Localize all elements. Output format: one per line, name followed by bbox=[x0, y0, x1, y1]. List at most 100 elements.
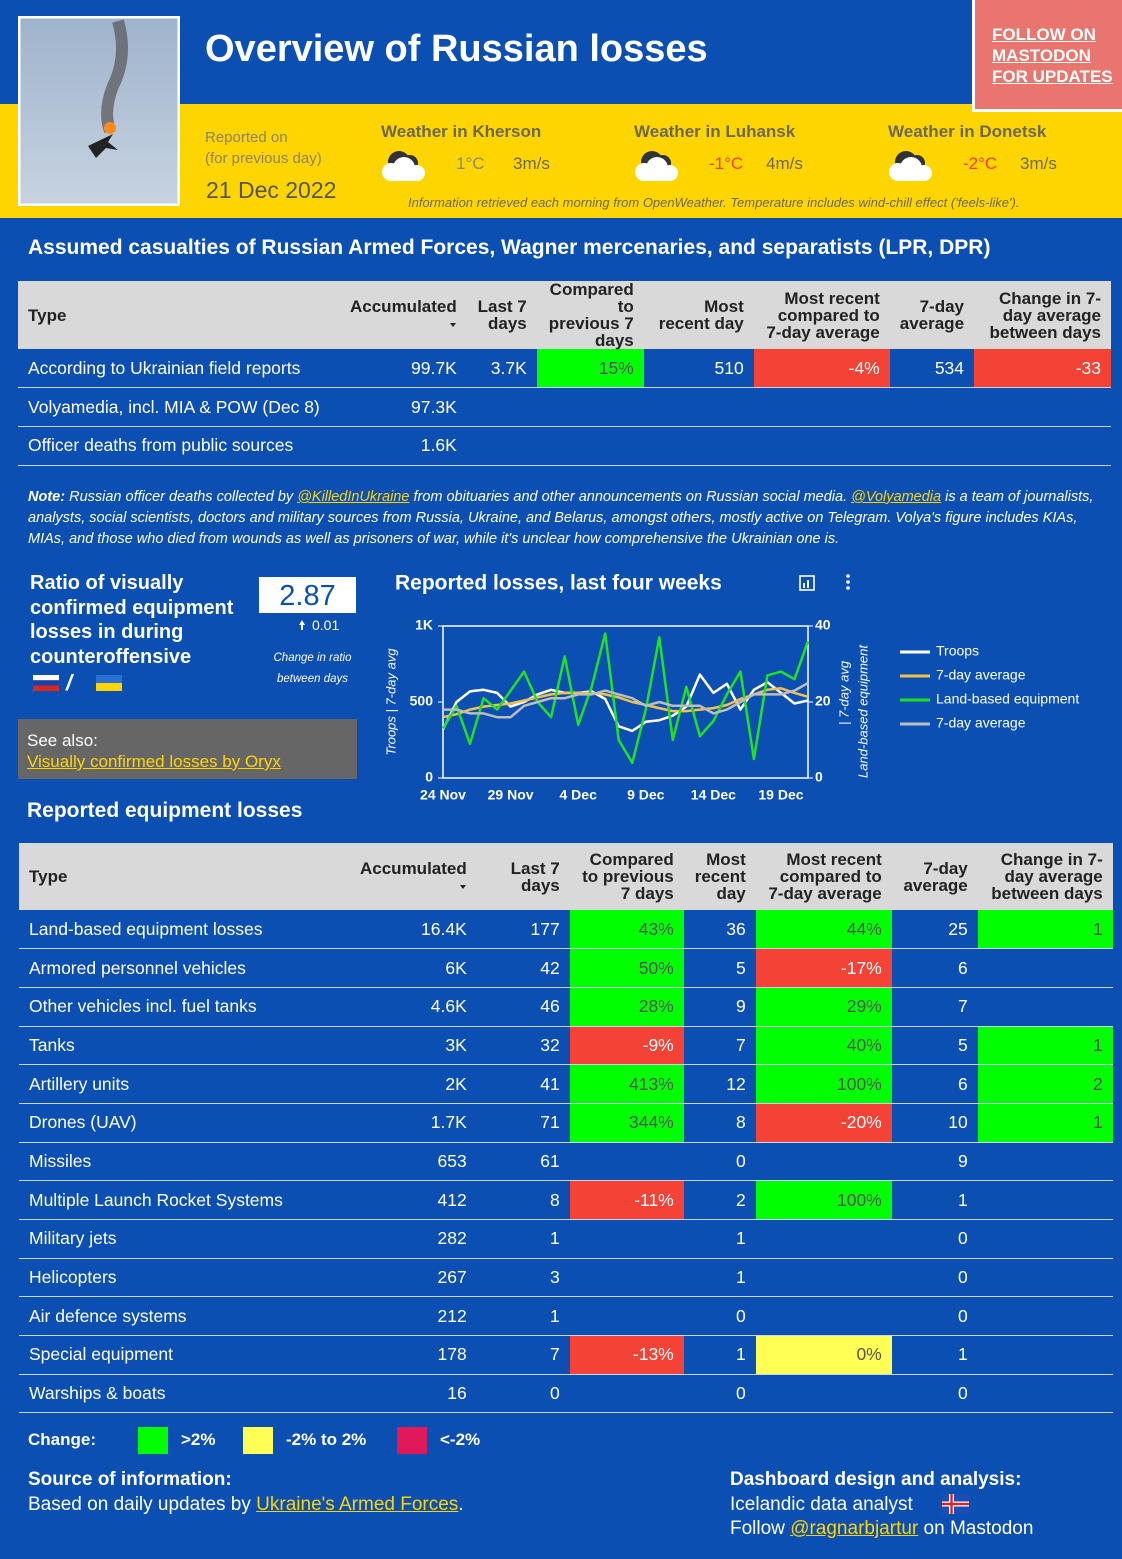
y2-tick-label: 40 bbox=[815, 617, 831, 633]
cell: 6 bbox=[891, 948, 978, 988]
equipment-table: Type Accumulated Last 7 days Compared to pr… bbox=[19, 843, 1113, 1414]
cell: 178 bbox=[350, 1335, 477, 1375]
follow-pre: Follow bbox=[730, 1518, 791, 1539]
wind: 3m/s bbox=[513, 154, 550, 173]
note: Note: Russian officer deaths collected b… bbox=[28, 487, 1098, 550]
cell bbox=[974, 426, 1112, 466]
cell bbox=[755, 1142, 892, 1182]
column-label: Change in 7-day average between days bbox=[989, 288, 1102, 342]
legend-swatch bbox=[243, 1427, 273, 1454]
column-label: 7-day average bbox=[903, 858, 968, 895]
cell bbox=[643, 387, 754, 427]
x-tick-label: 4 Dec bbox=[560, 787, 598, 803]
column-header: 7-day average bbox=[889, 281, 975, 349]
legend-text: <-2% bbox=[440, 1430, 481, 1449]
cell: 2 bbox=[977, 1064, 1113, 1104]
cell: Warships & boats bbox=[19, 1374, 350, 1414]
cell: 510 bbox=[643, 349, 754, 389]
report-date: 21 Dec 2022 bbox=[206, 177, 337, 203]
cell: Officer deaths from public sources bbox=[18, 426, 340, 466]
note-text: from obituaries and other announcements … bbox=[409, 489, 852, 505]
cell: Artillery units bbox=[19, 1064, 350, 1104]
cell: 0 bbox=[891, 1374, 978, 1414]
source-end: . bbox=[458, 1494, 464, 1515]
cell: 41 bbox=[476, 1064, 570, 1104]
legend-swatch bbox=[397, 1427, 427, 1454]
cell: 99.7K bbox=[340, 349, 467, 389]
cell bbox=[977, 948, 1113, 988]
column-label: Most recent day bbox=[694, 850, 746, 903]
yellow-band bbox=[0, 104, 1122, 218]
column-header: Most recent compared to 7-day average bbox=[753, 281, 890, 349]
source-link[interactable]: Ukraine's Armed Forces bbox=[256, 1494, 459, 1515]
table-row: Missiles 653 61 0 9 bbox=[19, 1142, 1113, 1182]
table-row: Drones (UAV) 1.7K 71 344% 8 -20% 10 1 bbox=[19, 1103, 1113, 1143]
cell: 0 bbox=[683, 1374, 756, 1414]
cell: 1 bbox=[891, 1180, 978, 1220]
section-title: Reported equipment losses bbox=[27, 799, 303, 822]
sort-arrow[interactable] bbox=[449, 321, 457, 329]
cell: 9 bbox=[891, 1142, 978, 1182]
cell: 0 bbox=[683, 1296, 756, 1337]
cell: -13% bbox=[569, 1335, 684, 1375]
cell: 212 bbox=[350, 1296, 477, 1337]
cell bbox=[569, 1374, 684, 1414]
series-line bbox=[441, 673, 809, 733]
cell bbox=[977, 1335, 1113, 1375]
cell: 100% bbox=[755, 1064, 892, 1104]
see-also-link[interactable]: Visually confirmed losses by Oryx bbox=[27, 752, 281, 771]
weather-note: Information retrieved each morning from … bbox=[408, 195, 1020, 210]
column-header: 7-day average bbox=[891, 843, 978, 910]
x-tick-label: 24 Nov bbox=[420, 787, 466, 803]
column-header: Compared to previous 7 days bbox=[569, 843, 684, 910]
cell bbox=[889, 387, 975, 427]
cell bbox=[569, 1258, 684, 1298]
cell: 7 bbox=[476, 1335, 570, 1375]
cell: Military jets bbox=[19, 1219, 350, 1259]
cloud-icon bbox=[635, 151, 678, 181]
cell: Tanks bbox=[19, 1026, 350, 1066]
table-row: Air defence systems 212 1 0 0 bbox=[19, 1296, 1113, 1337]
handle-link[interactable]: @ragnarbjartur bbox=[790, 1518, 919, 1539]
casualties-table: Type Accumulated Last 7 days Compared to pr… bbox=[18, 280, 1112, 466]
x-tick-label: 29 Nov bbox=[488, 787, 534, 803]
cell: 36 bbox=[683, 910, 756, 950]
cell bbox=[977, 1219, 1113, 1259]
cell: 1 bbox=[476, 1296, 570, 1337]
cloud-icon bbox=[382, 151, 425, 181]
legend-label: Land-based equipment bbox=[936, 691, 1079, 707]
note-text: is a team of journalists, analysts, soci… bbox=[28, 489, 1094, 547]
follow-link[interactable]: FOLLOW ON MASTODON FOR UPDATES bbox=[992, 25, 1113, 86]
column-label: Compared to previous 7 days bbox=[548, 280, 634, 350]
cell: 653 bbox=[350, 1142, 477, 1182]
cell: Drones (UAV) bbox=[19, 1103, 350, 1143]
cell: 100% bbox=[755, 1180, 892, 1220]
y-tick-label: 500 bbox=[410, 693, 434, 709]
column-header: Last 7 days bbox=[466, 281, 537, 349]
legend-label: 7-day average bbox=[936, 715, 1026, 731]
cell: 7 bbox=[891, 987, 978, 1027]
ratio-change: 0.01 bbox=[312, 617, 340, 633]
y2-tick-label: 20 bbox=[815, 693, 831, 709]
series-line bbox=[443, 681, 809, 719]
cell: 1 bbox=[977, 910, 1113, 950]
cell: -4% bbox=[753, 349, 890, 389]
cell: 28% bbox=[569, 987, 684, 1027]
cell bbox=[753, 426, 890, 466]
cell: Other vehicles incl. fuel tanks bbox=[19, 987, 350, 1027]
cell: 12 bbox=[683, 1064, 756, 1104]
chart-icons bbox=[799, 574, 850, 591]
cell bbox=[889, 426, 975, 466]
sort-arrow[interactable] bbox=[459, 883, 467, 891]
column-label: Compared to previous 7 days bbox=[582, 850, 674, 903]
cell: 16.4K bbox=[350, 910, 477, 950]
table: Type Accumulated Last 7 days Compared to pr… bbox=[18, 280, 1112, 466]
table-row: Helicopters 267 3 1 0 bbox=[19, 1258, 1113, 1298]
up-arrow bbox=[299, 620, 305, 630]
cell bbox=[569, 1219, 684, 1259]
legend-label: Change: bbox=[28, 1430, 96, 1449]
y-axis-title: Troops | 7-day avg bbox=[383, 648, 398, 756]
column-header: Most recent day bbox=[643, 281, 754, 349]
y-tick-label: 0 bbox=[425, 769, 433, 785]
